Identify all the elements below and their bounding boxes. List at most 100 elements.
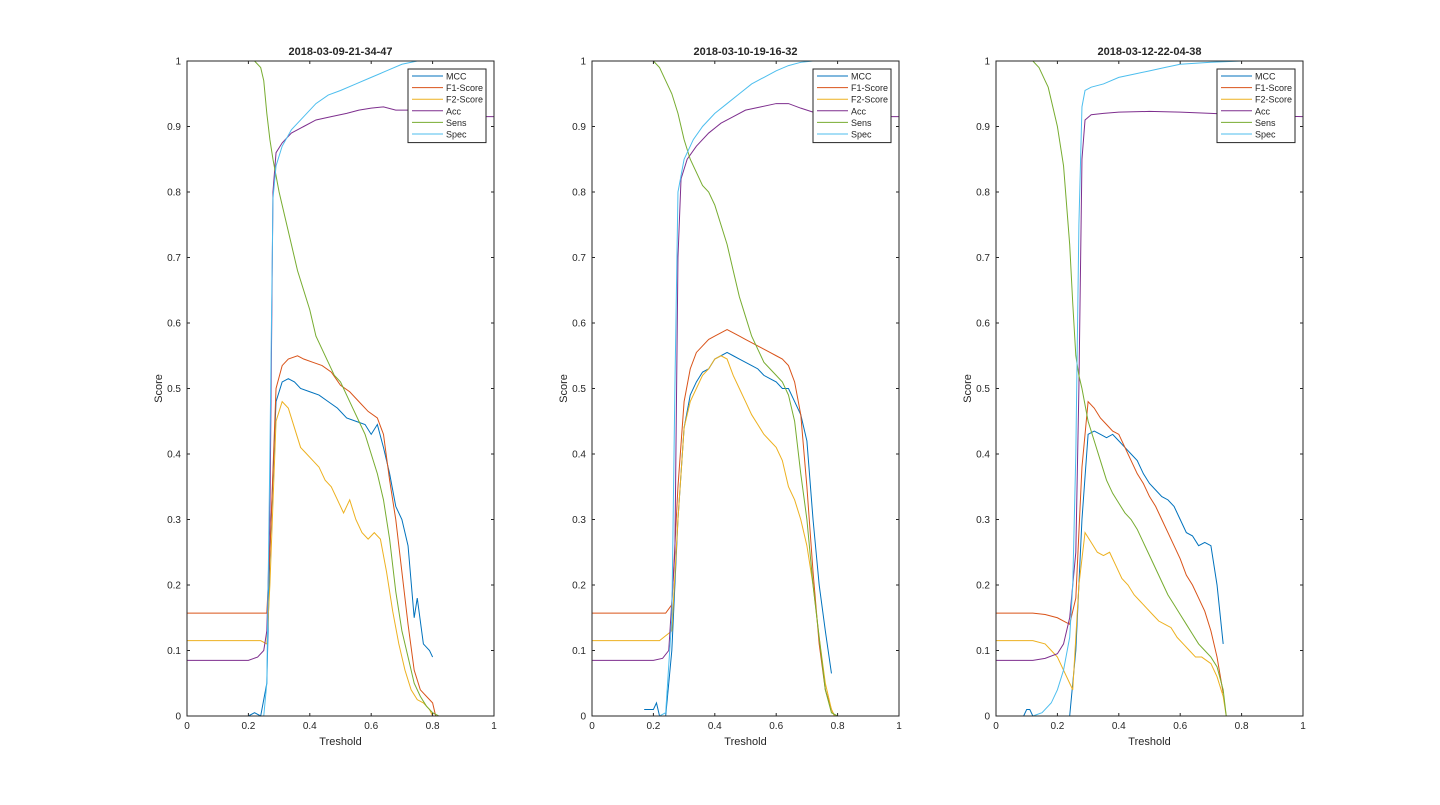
legend-label: Acc — [446, 106, 462, 116]
x-tick-label: 0.8 — [426, 721, 440, 732]
y-tick-label: 0.3 — [572, 515, 586, 526]
legend-label: Acc — [1255, 106, 1271, 116]
y-tick-label: 0.2 — [572, 581, 586, 592]
x-axis-label: Treshold — [1128, 736, 1170, 748]
x-tick-label: 0.4 — [303, 721, 317, 732]
plot-area — [187, 61, 494, 716]
series-line-f1-score — [187, 355, 437, 717]
chart-panel-3: 0 0.2 0.4 0.6 0.8 1 0 0.1 0.2 0.3 0.4 0.5 0.6 0.7 0.8 0… — [962, 46, 1306, 748]
legend-box — [812, 68, 892, 144]
x-tick-label: 1 — [896, 721, 902, 732]
y-tick-label: 0.7 — [976, 253, 990, 264]
y-tick-label: 0.1 — [572, 646, 586, 657]
y-tick-label: 0 — [580, 712, 586, 723]
y-tick-label: 1 — [984, 57, 990, 68]
series-line-mcc — [644, 351, 832, 717]
series-line-f1-score — [996, 400, 1224, 694]
y-axis-label: Score — [558, 374, 570, 403]
legend-label: F1-Score — [446, 83, 483, 93]
legend-label: Spec — [446, 130, 467, 140]
x-tick-label: 0 — [589, 721, 595, 732]
y-tick-label: 0 — [175, 712, 181, 723]
series-line-sens — [187, 60, 494, 717]
legend-label: Acc — [851, 106, 867, 116]
y-tick-label: 1 — [175, 57, 181, 68]
series-line-spec — [996, 60, 1303, 717]
legend-label: Sens — [446, 118, 467, 128]
y-tick-label: 0.9 — [572, 122, 586, 133]
series-line-f2-score — [996, 531, 1227, 717]
y-tick-label: 0.9 — [167, 122, 181, 133]
chart-panel-1: 0 0.2 0.4 0.6 0.8 1 0 0.1 0.2 0.3 0.4 0.5 0.6 0.7 0.8 0… — [153, 46, 497, 748]
y-axis-label: Score — [962, 374, 974, 403]
x-tick-label: 1 — [491, 721, 497, 732]
y-tick-label: 0.6 — [167, 319, 181, 330]
legend-label: Spec — [1255, 130, 1276, 140]
series-line-spec — [187, 60, 494, 717]
y-tick-label: 0.6 — [976, 319, 990, 330]
x-tick-label: 0.6 — [769, 721, 783, 732]
legend-box — [1216, 68, 1296, 144]
legend-label: MCC — [446, 72, 467, 82]
y-tick-label: 1 — [580, 57, 586, 68]
legend-label: F1-Score — [851, 83, 888, 93]
x-tick-label: 0 — [993, 721, 999, 732]
series-line-spec — [592, 60, 899, 717]
series-line-sens — [996, 60, 1303, 717]
legend-label: Spec — [851, 130, 872, 140]
y-tick-label: 0.1 — [167, 646, 181, 657]
y-tick-label: 0.9 — [976, 122, 990, 133]
legend-label: MCC — [1255, 72, 1276, 82]
x-axis-label: Treshold — [319, 736, 361, 748]
chart-title: 2018-03-09-21-34-47 — [289, 46, 393, 58]
legend-label: F2-Score — [851, 95, 888, 105]
y-tick-label: 0.3 — [976, 515, 990, 526]
x-tick-label: 1 — [1300, 721, 1306, 732]
plot-area — [592, 61, 899, 716]
x-tick-label: 0.4 — [1112, 721, 1126, 732]
legend-label: Sens — [1255, 118, 1276, 128]
x-tick-label: 0.2 — [1050, 721, 1064, 732]
x-tick-label: 0 — [184, 721, 190, 732]
series-line-sens — [592, 60, 899, 717]
y-tick-label: 0.2 — [167, 581, 181, 592]
legend-label: F2-Score — [446, 95, 483, 105]
series-line-f2-score — [592, 355, 835, 717]
x-tick-label: 0.6 — [364, 721, 378, 732]
chart-panel-2: 0 0.2 0.4 0.6 0.8 1 0 0.1 0.2 0.3 0.4 0.5 0.6 0.7 0.8 0… — [558, 46, 902, 748]
x-tick-label: 0.8 — [831, 721, 845, 732]
y-tick-label: 0.5 — [167, 384, 181, 395]
legend-label: MCC — [851, 72, 872, 82]
y-tick-label: 0.7 — [572, 253, 586, 264]
x-axis-label: Treshold — [724, 736, 766, 748]
y-tick-label: 0.4 — [167, 450, 181, 461]
y-tick-label: 0.1 — [976, 646, 990, 657]
legend-label: F2-Score — [1255, 95, 1292, 105]
legend-label: F1-Score — [1255, 83, 1292, 93]
legend-box — [407, 68, 487, 144]
y-tick-label: 0.2 — [976, 581, 990, 592]
y-tick-label: 0.8 — [572, 188, 586, 199]
y-tick-label: 0.8 — [167, 188, 181, 199]
series-line-f2-score — [187, 400, 434, 717]
y-tick-label: 0.4 — [572, 450, 586, 461]
legend-label: Sens — [851, 118, 872, 128]
plot-area — [996, 61, 1303, 716]
y-tick-label: 0.5 — [572, 384, 586, 395]
y-axis-label: Score — [153, 374, 165, 403]
series-line-f1-score — [592, 328, 835, 717]
series-line-acc — [996, 110, 1303, 661]
x-tick-label: 0.8 — [1235, 721, 1249, 732]
series-line-mcc — [187, 378, 434, 717]
y-tick-label: 0.4 — [976, 450, 990, 461]
y-tick-label: 0.8 — [976, 188, 990, 199]
chart-title: 2018-03-10-19-16-32 — [694, 46, 798, 58]
y-tick-label: 0 — [984, 712, 990, 723]
y-tick-label: 0.5 — [976, 384, 990, 395]
y-tick-label: 0.6 — [572, 319, 586, 330]
chart-title: 2018-03-12-22-04-38 — [1098, 46, 1202, 58]
